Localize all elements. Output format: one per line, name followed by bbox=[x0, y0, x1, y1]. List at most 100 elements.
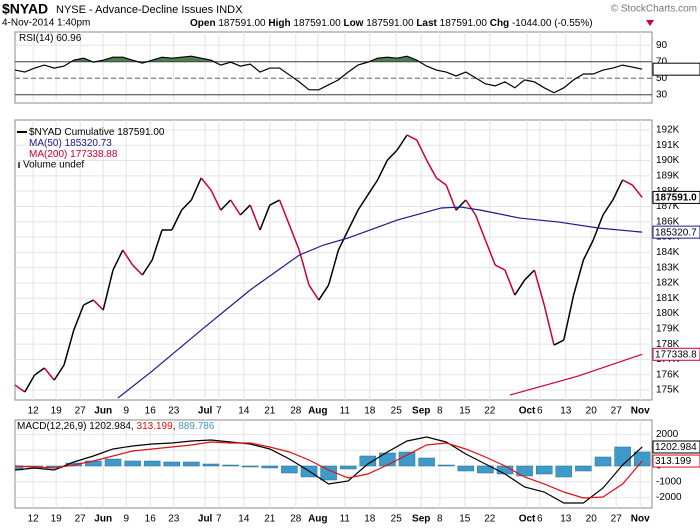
legend-item: MA(50) 185320.73 bbox=[29, 138, 112, 149]
series-line bbox=[15, 436, 643, 504]
text-part: 187591.00 bbox=[218, 18, 266, 29]
x-tick-label: 21 bbox=[264, 514, 276, 525]
histogram-bar bbox=[594, 456, 612, 467]
x-tick-label: 9 bbox=[123, 514, 129, 525]
legend-note: Volume undef bbox=[23, 160, 84, 171]
y-tick-label: 178K bbox=[656, 339, 680, 350]
panel bbox=[14, 31, 653, 104]
histogram-bar bbox=[496, 465, 514, 475]
price-segment bbox=[337, 229, 349, 251]
price-segment bbox=[386, 149, 398, 161]
last-value-box bbox=[652, 225, 700, 239]
y-tick-label: 184K bbox=[656, 247, 680, 258]
y-tick-label: 183K bbox=[656, 262, 680, 273]
x-tick-label: 20 bbox=[586, 514, 598, 525]
price-segment bbox=[24, 374, 36, 393]
price-segment bbox=[533, 269, 545, 306]
x-tick-label: 23 bbox=[168, 514, 180, 525]
date: 4-Nov-2014 1:40pm bbox=[2, 18, 90, 29]
histogram-bar bbox=[15, 465, 24, 471]
price-segment bbox=[602, 199, 614, 216]
x-tick-label: 18 bbox=[364, 514, 376, 525]
x-tick-label: 20 bbox=[586, 406, 598, 417]
y-tick-label: 50 bbox=[656, 73, 668, 84]
price-segment bbox=[425, 159, 438, 179]
x-tick-label: 9 bbox=[123, 406, 129, 417]
x-tick-label: Nov bbox=[631, 514, 650, 525]
x-tick-label: Aug bbox=[308, 514, 327, 525]
price-segment bbox=[367, 179, 379, 196]
x-tick-label: Sep bbox=[412, 406, 430, 417]
x-tick-label: 25 bbox=[391, 514, 403, 525]
x-tick-label: 6 bbox=[537, 406, 543, 417]
x-tick-label: 18 bbox=[364, 406, 376, 417]
x-tick-label: 7 bbox=[216, 406, 222, 417]
x-tick-label: 28 bbox=[290, 406, 302, 417]
histogram-bar bbox=[163, 461, 181, 467]
legend-item: $NYAD Cumulative 187591.00 bbox=[29, 127, 165, 138]
x-tick-label: 12 bbox=[28, 406, 40, 417]
x-tick-label: Oct bbox=[519, 514, 536, 525]
x-tick-label: 13 bbox=[560, 406, 572, 417]
y-tick-label: 191K bbox=[656, 140, 680, 151]
symbol: $NYAD bbox=[2, 1, 48, 17]
price-segment bbox=[63, 329, 75, 366]
price-segment bbox=[122, 249, 134, 266]
price-segment bbox=[239, 204, 251, 216]
price-segment bbox=[543, 304, 555, 346]
text-part: 187591.00 bbox=[293, 18, 341, 29]
price-segment bbox=[190, 177, 202, 201]
text-part: 187591.00 bbox=[440, 18, 488, 29]
price-segment bbox=[416, 139, 428, 161]
text-part: 177338.88 bbox=[70, 149, 118, 160]
price-segment bbox=[396, 134, 408, 151]
price-segment bbox=[15, 384, 26, 393]
y-tick-label: 175K bbox=[656, 385, 680, 396]
price-segment bbox=[151, 229, 163, 261]
text-part: $NYAD Cumulative bbox=[29, 127, 115, 138]
x-tick-label: Nov bbox=[631, 406, 650, 417]
price-segment bbox=[484, 239, 496, 266]
price-segment bbox=[474, 214, 487, 241]
histogram-bar bbox=[261, 465, 279, 469]
x-tick-label: Oct bbox=[519, 406, 536, 417]
x-tick-label: 28 bbox=[290, 514, 302, 525]
x-tick-label: 7 bbox=[216, 514, 222, 525]
y-tick-label: 30 bbox=[656, 89, 668, 100]
price-segment bbox=[435, 177, 447, 186]
y-tick-label: 180K bbox=[656, 308, 680, 319]
x-tick-label: 11 bbox=[340, 514, 351, 525]
y-tick-label: 186K bbox=[656, 216, 680, 227]
price-segment bbox=[504, 269, 516, 296]
series-line bbox=[15, 441, 643, 499]
x-tick-label: 16 bbox=[145, 406, 157, 417]
price-segment bbox=[376, 159, 389, 181]
price-segment bbox=[298, 249, 310, 286]
series-line bbox=[117, 206, 643, 399]
change-arrow bbox=[646, 20, 654, 26]
x-tick-label: 19 bbox=[51, 406, 63, 417]
price-segment bbox=[524, 269, 535, 281]
histogram-bar bbox=[575, 465, 592, 472]
price-segment bbox=[73, 304, 85, 331]
histogram-bar bbox=[339, 465, 357, 470]
text-part: RSI(14) bbox=[19, 33, 53, 44]
series-line bbox=[15, 55, 643, 94]
price-segment bbox=[553, 339, 565, 346]
text-part: 313.199 bbox=[137, 421, 174, 432]
x-tick-label: 6 bbox=[537, 514, 543, 525]
text-part: 185320.73 bbox=[65, 138, 113, 149]
x-tick-label: Sep bbox=[412, 514, 430, 525]
histogram-bar bbox=[437, 464, 455, 467]
price-segment bbox=[347, 209, 359, 231]
x-tick-label: 27 bbox=[75, 406, 87, 417]
price-segment bbox=[141, 259, 153, 276]
histogram-bar bbox=[555, 465, 573, 478]
y-tick-label: 187K bbox=[656, 201, 680, 212]
price-segment bbox=[34, 367, 45, 376]
price-segment bbox=[181, 199, 192, 211]
histogram-bar bbox=[222, 464, 239, 467]
x-tick-label: 15 bbox=[459, 406, 471, 417]
histogram-bar bbox=[516, 465, 533, 477]
